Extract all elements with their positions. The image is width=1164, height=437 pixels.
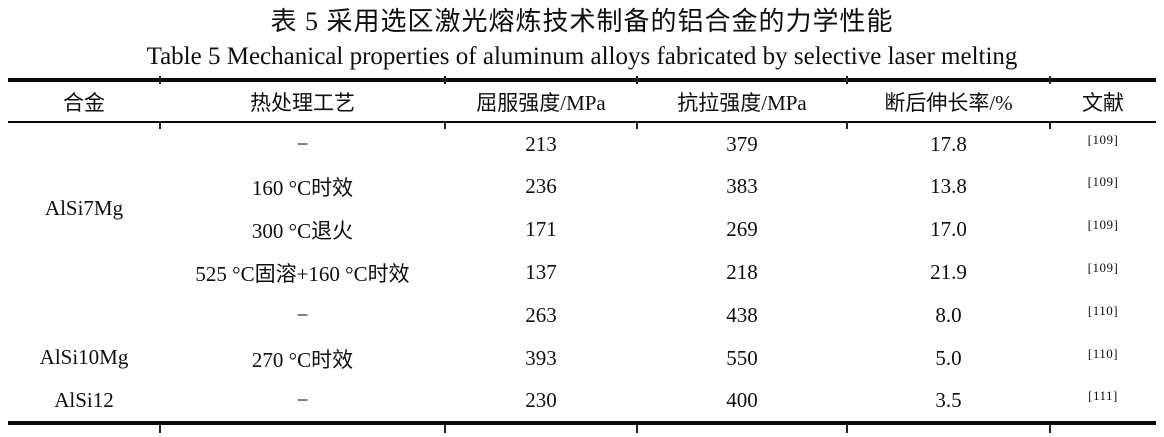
cell-elongation: 8.0	[935, 303, 962, 327]
col-header-reference: 文献	[1050, 80, 1156, 123]
column-divider-tick	[444, 121, 446, 129]
column-divider-tick	[636, 76, 638, 84]
table-row: AlSi7Mg − 213 379 17.8 [109]	[8, 122, 1156, 221]
paper-table-figure: 表 5 采用选区激光熔炼技术制备的铝合金的力学性能 Table 5 Mechan…	[8, 7, 1156, 433]
cell-reference: [109]	[1050, 251, 1156, 294]
table-row: 525 °C固溶+160 °C时效 137 218 21.9 [109]	[8, 251, 1156, 294]
citation-superscript: [109]	[1087, 260, 1119, 275]
column-divider-tick	[846, 76, 848, 84]
column-divider-tick	[846, 121, 848, 129]
cell-elongation: 17.0	[930, 217, 967, 241]
table-row: 300 °C退火 171 269 17.0 [109]	[8, 208, 1156, 251]
cell-treatment: 525 °C固溶+160 °C时效	[195, 261, 410, 286]
cell-alloy: AlSi7Mg	[44, 196, 124, 220]
table-title-en: Table 5 Mechanical properties of aluminu…	[146, 43, 1018, 70]
cell-tensile: 379	[726, 131, 758, 156]
table-container: 合金 热处理工艺 屈服强度/MPa 抗拉强度/MPa 断后伸长率/% 文献 Al…	[8, 76, 1156, 433]
citation-superscript: [111]	[1088, 388, 1118, 403]
col-header-treatment: 热处理工艺	[160, 80, 445, 123]
table-title-zh: 表 5 采用选区激光熔炼技术制备的铝合金的力学性能	[270, 7, 894, 36]
mechanical-properties-table: 合金 热处理工艺 屈服强度/MPa 抗拉强度/MPa 断后伸长率/% 文献 Al…	[8, 78, 1156, 425]
cell-alloy: AlSi10Mg	[39, 345, 129, 369]
cell-treatment: −	[296, 131, 309, 156]
citation-superscript: [109]	[1087, 174, 1119, 189]
column-divider-tick	[159, 76, 161, 84]
table-row: 160 °C时效 236 383 13.8 [109]	[8, 165, 1156, 208]
column-divider-tick	[1049, 76, 1051, 84]
cell-tensile: 383	[726, 174, 758, 198]
column-divider-tick	[636, 121, 638, 129]
cell-yield: 393	[525, 346, 557, 370]
column-divider-tick	[1049, 424, 1051, 433]
col-header-yield: 屈服强度/MPa	[445, 80, 637, 123]
cell-elongation: 3.5	[935, 388, 962, 412]
citation-superscript: [110]	[1087, 346, 1119, 361]
citation-superscript: [109]	[1087, 217, 1119, 232]
cell-reference: [111]	[1050, 380, 1156, 423]
cell-yield: 171	[525, 217, 557, 241]
citation-superscript: [110]	[1087, 303, 1119, 318]
cell-tensile: 550	[726, 346, 758, 370]
header-row: 合金 热处理工艺 屈服强度/MPa 抗拉强度/MPa 断后伸长率/% 文献	[8, 80, 1156, 123]
cell-tensile: 438	[726, 303, 758, 327]
cell-reference: [109]	[1050, 122, 1156, 165]
cell-tensile: 400	[726, 388, 758, 412]
table-row: AlSi12 − 230 400 3.5 [111]	[8, 380, 1156, 423]
cell-treatment: 300 °C退火	[251, 218, 354, 243]
cell-treatment: 160 °C时效	[251, 175, 354, 200]
column-divider-tick	[846, 424, 848, 433]
col-header-tensile: 抗拉强度/MPa	[637, 80, 847, 123]
table-row: AlSi10Mg − 263 438 8.0 [110]	[8, 294, 1156, 369]
column-divider-tick	[1049, 121, 1051, 129]
cell-elongation: 13.8	[930, 174, 967, 198]
cell-reference: [109]	[1050, 208, 1156, 251]
cell-yield: 137	[525, 260, 557, 284]
table-row: 270 °C时效 393 550 5.0 [110]	[8, 337, 1156, 380]
cell-reference: [110]	[1050, 337, 1156, 380]
column-divider-tick	[444, 76, 446, 84]
cell-elongation: 17.8	[930, 131, 967, 156]
citation-superscript: [109]	[1087, 131, 1119, 147]
cell-yield: 230	[525, 388, 557, 412]
cell-treatment: −	[296, 388, 309, 412]
cell-treatment: 270 °C时效	[251, 347, 354, 372]
cell-tensile: 269	[726, 217, 758, 241]
cell-reference: [109]	[1050, 165, 1156, 208]
cell-tensile: 218	[726, 260, 758, 284]
cell-yield: 236	[525, 174, 557, 198]
col-header-elongation: 断后伸长率/%	[847, 80, 1050, 123]
column-divider-tick	[159, 424, 161, 433]
col-header-alloy: 合金	[8, 80, 160, 123]
cell-alloy: AlSi12	[54, 388, 114, 412]
column-divider-tick	[636, 424, 638, 433]
column-divider-tick	[444, 424, 446, 433]
cell-reference: [110]	[1050, 294, 1156, 337]
cell-elongation: 5.0	[935, 346, 962, 370]
cell-treatment: −	[296, 303, 309, 327]
cell-yield: 263	[525, 303, 557, 327]
cell-yield: 213	[525, 131, 557, 156]
cell-elongation: 21.9	[930, 260, 967, 284]
column-divider-tick	[159, 121, 161, 129]
